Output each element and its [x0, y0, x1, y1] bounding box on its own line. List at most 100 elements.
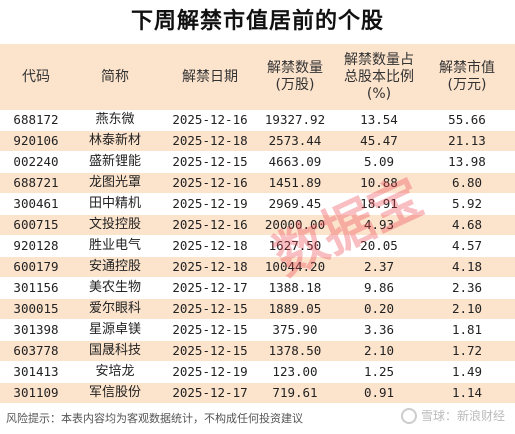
- cell-date: 2025-12-15: [172, 301, 248, 316]
- cell-date: 2025-12-15: [172, 343, 248, 358]
- cell-shares: 1378.50: [268, 343, 322, 358]
- cell-value: 55.66: [448, 112, 486, 127]
- header-name: 简称: [101, 68, 129, 85]
- cell-shares: 1388.18: [268, 280, 322, 295]
- header-date: 解禁日期: [182, 68, 238, 85]
- table-row: 600179 安通控股 2025-12-18 10044.20 2.37 4.18: [0, 257, 515, 278]
- cell-code: 920106: [13, 133, 59, 148]
- cell-date: 2025-12-17: [172, 385, 248, 400]
- cell-name: 胜业电气: [88, 238, 141, 253]
- cell-code: 600179: [13, 259, 59, 274]
- cell-date: 2025-12-15: [172, 154, 248, 169]
- cell-code: 920128: [13, 238, 59, 253]
- cell-code: 603778: [13, 343, 59, 358]
- cell-code: 600715: [13, 217, 59, 232]
- cell-value: 1.72: [451, 343, 483, 358]
- cell-shares: 4663.09: [268, 154, 322, 169]
- cell-name: 盛新锂能: [88, 154, 141, 169]
- cell-name: 田中精机: [88, 196, 141, 211]
- cell-code: 688172: [13, 112, 59, 127]
- brand-text: 雪球：新浪财经: [420, 409, 505, 423]
- cell-code: 688721: [13, 175, 59, 190]
- cell-code: 300461: [13, 196, 59, 211]
- cell-value: 4.57: [451, 238, 483, 253]
- cell-value: 6.80: [451, 175, 483, 190]
- table-row: 688172 燕东微 2025-12-16 19327.92 13.54 55.66: [0, 110, 515, 131]
- table-row: 603778 国晟科技 2025-12-15 1378.50 2.10 1.72: [0, 341, 515, 362]
- cell-shares: 123.00: [272, 364, 318, 379]
- cell-value: 13.98: [448, 154, 486, 169]
- cell-value: 1.81: [451, 322, 483, 337]
- table-row: 301156 美农生物 2025-12-17 1388.18 9.86 2.36: [0, 278, 515, 299]
- cell-shares: 1627.50: [268, 238, 322, 253]
- header-value: 解禁市值 (万元): [439, 60, 495, 93]
- cell-code: 301109: [13, 385, 59, 400]
- cell-name: 军信股份: [88, 385, 141, 400]
- header-shares: 解禁数量 (万股): [267, 60, 323, 93]
- cell-value: 4.68: [451, 217, 483, 232]
- cell-date: 2025-12-16: [172, 217, 248, 232]
- cell-date: 2025-12-16: [172, 112, 248, 127]
- cell-shares: 1451.89: [268, 175, 322, 190]
- cell-name: 星源卓镁: [88, 322, 141, 337]
- cell-ratio: 18.91: [360, 196, 398, 211]
- table-row: 920106 林泰新材 2025-12-18 2573.44 45.47 21.13: [0, 131, 515, 152]
- cell-ratio: 2.10: [363, 343, 395, 358]
- table-row: 300461 田中精机 2025-12-19 2969.45 18.91 5.92: [0, 194, 515, 215]
- table-row: 002240 盛新锂能 2025-12-15 4663.09 5.09 13.98: [0, 152, 515, 173]
- cell-name: 龙图光罩: [88, 175, 141, 190]
- table-row: 920128 胜业电气 2025-12-18 1627.50 20.05 4.57: [0, 236, 515, 257]
- cell-ratio: 10.88: [360, 175, 398, 190]
- table-body: 688172 燕东微 2025-12-16 19327.92 13.54 55.66 920…: [0, 110, 515, 404]
- cell-value: 5.92: [451, 196, 483, 211]
- cell-shares: 10044.20: [264, 259, 326, 274]
- cell-code: 002240: [13, 154, 59, 169]
- brand-footer: 雪球：新浪财经: [400, 407, 505, 424]
- cell-date: 2025-12-16: [172, 175, 248, 190]
- cell-date: 2025-12-19: [172, 196, 248, 211]
- cell-code: 300015: [13, 301, 59, 316]
- cell-shares: 719.61: [272, 385, 318, 400]
- cell-ratio: 1.25: [363, 364, 395, 379]
- cell-ratio: 2.37: [363, 259, 395, 274]
- cell-ratio: 0.91: [363, 385, 395, 400]
- cell-shares: 375.90: [272, 322, 318, 337]
- cell-name: 国晟科技: [88, 343, 141, 358]
- table-header: 代码 简称 解禁日期 解禁数量 (万股) 解禁数量占 总股本比例 (%) 解禁市…: [0, 44, 515, 110]
- table-row: 301398 星源卓镁 2025-12-15 375.90 3.36 1.81: [0, 320, 515, 341]
- table-row: 301109 军信股份 2025-12-17 719.61 0.91 1.14: [0, 383, 515, 404]
- cell-shares: 2969.45: [268, 196, 322, 211]
- page-title: 下周解禁市值居前的个股: [130, 9, 384, 34]
- cell-value: 2.10: [451, 301, 483, 316]
- cell-code: 301398: [13, 322, 59, 337]
- risk-footer: 风险提示：本表内容均为客观数据统计，不构成任何投资建议: [6, 412, 303, 425]
- cell-name: 安通控股: [88, 259, 141, 274]
- cell-shares: 2573.44: [268, 133, 322, 148]
- cell-name: 林泰新材: [88, 133, 141, 148]
- table-row: 600715 文投控股 2025-12-16 20000.00 4.93 4.68: [0, 215, 515, 236]
- cell-ratio: 20.05: [360, 238, 398, 253]
- cell-ratio: 0.20: [363, 301, 395, 316]
- cell-name: 燕东微: [95, 112, 135, 127]
- cell-code: 301156: [13, 280, 59, 295]
- cell-name: 爱尔眼科: [88, 301, 141, 316]
- cell-date: 2025-12-15: [172, 322, 248, 337]
- snowball-logo-icon: [400, 407, 417, 424]
- cell-date: 2025-12-18: [172, 133, 248, 148]
- cell-ratio: 3.36: [363, 322, 395, 337]
- cell-ratio: 9.86: [363, 280, 395, 295]
- cell-value: 21.13: [448, 133, 486, 148]
- cell-date: 2025-12-18: [172, 259, 248, 274]
- cell-ratio: 4.93: [363, 217, 395, 232]
- cell-date: 2025-12-17: [172, 280, 248, 295]
- table-row: 300015 爱尔眼科 2025-12-15 1889.05 0.20 2.10: [0, 299, 515, 320]
- table-row: 301413 安培龙 2025-12-19 123.00 1.25 1.49: [0, 362, 515, 383]
- cell-value: 2.36: [451, 280, 483, 295]
- cell-ratio: 13.54: [360, 112, 398, 127]
- cell-shares: 19327.92: [264, 112, 326, 127]
- cell-value: 4.18: [451, 259, 483, 274]
- table-row: 688721 龙图光罩 2025-12-16 1451.89 10.88 6.80: [0, 173, 515, 194]
- cell-value: 1.49: [451, 364, 483, 379]
- cell-shares: 1889.05: [268, 301, 322, 316]
- cell-code: 301413: [13, 364, 59, 379]
